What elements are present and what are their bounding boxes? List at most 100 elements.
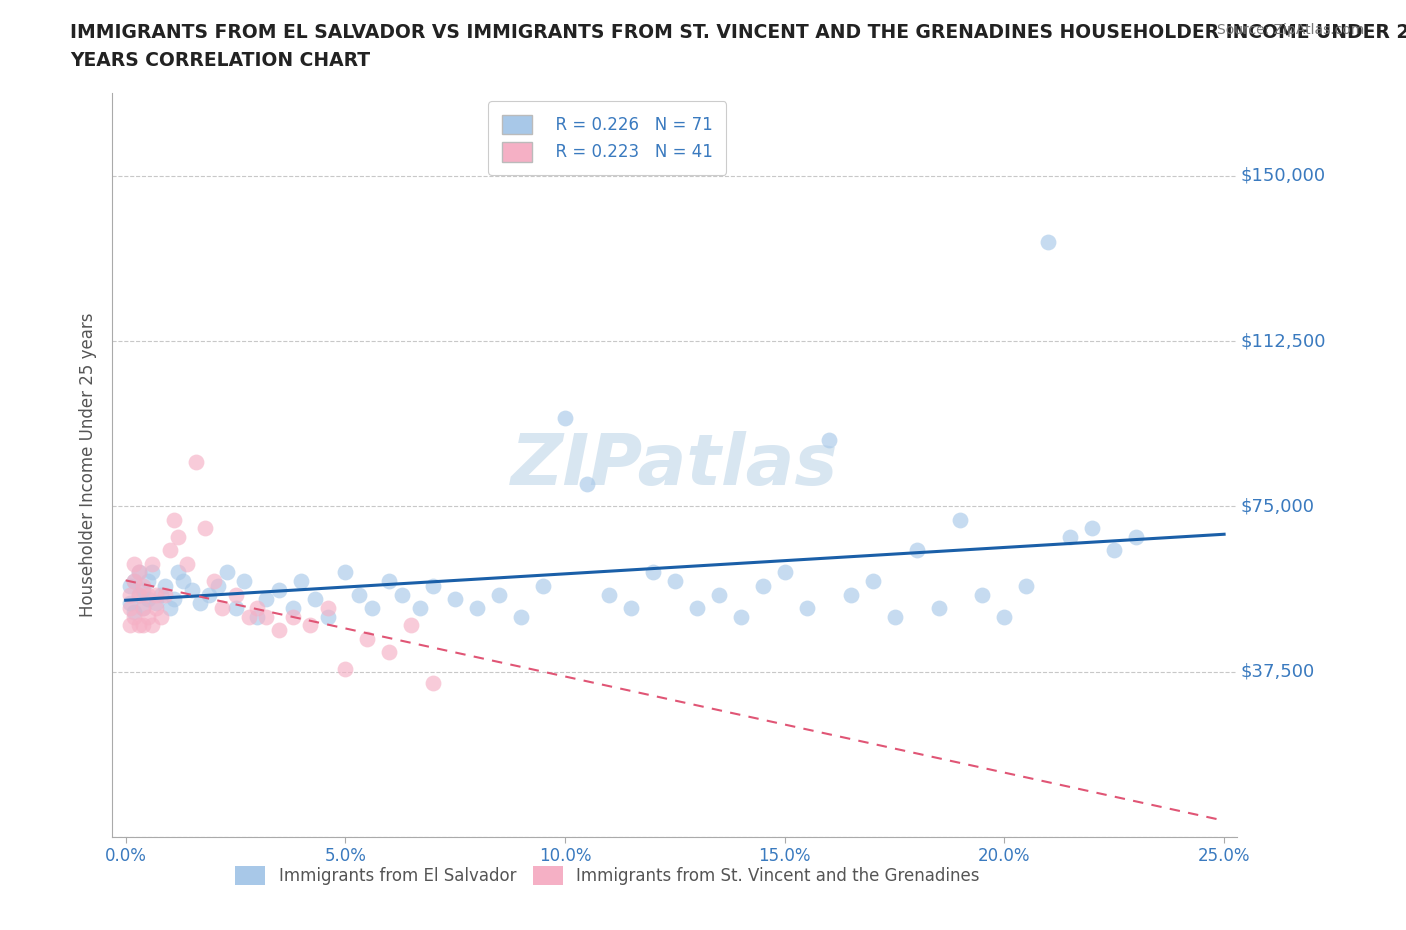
- Point: [641, 565, 664, 580]
- Point: [905, 543, 928, 558]
- Point: [225, 600, 247, 615]
- Point: [124, 574, 146, 589]
- Point: [124, 556, 146, 571]
- Point: [128, 565, 150, 580]
- Point: [153, 587, 177, 602]
- Point: [246, 600, 269, 615]
- Point: [510, 609, 533, 624]
- Point: [120, 600, 141, 615]
- Point: [141, 556, 163, 571]
- Point: [796, 600, 818, 615]
- Point: [422, 578, 444, 593]
- Point: [254, 609, 277, 624]
- Point: [124, 604, 146, 619]
- Point: [928, 600, 950, 615]
- Point: [281, 600, 304, 615]
- Point: [163, 591, 186, 606]
- Point: [401, 618, 423, 632]
- Point: [281, 609, 304, 624]
- Text: $150,000: $150,000: [1240, 166, 1326, 185]
- Point: [347, 587, 370, 602]
- Point: [576, 477, 599, 492]
- Point: [554, 411, 576, 426]
- Point: [316, 600, 339, 615]
- Point: [233, 574, 256, 589]
- Point: [883, 609, 905, 624]
- Point: [422, 675, 444, 690]
- Point: [141, 565, 163, 580]
- Point: [132, 618, 155, 632]
- Point: [132, 600, 155, 615]
- Point: [335, 565, 357, 580]
- Point: [120, 587, 141, 602]
- Point: [149, 587, 172, 602]
- Point: [1104, 543, 1126, 558]
- Point: [163, 512, 186, 527]
- Legend: Immigrants from El Salvador, Immigrants from St. Vincent and the Grenadines: Immigrants from El Salvador, Immigrants …: [229, 859, 986, 892]
- Point: [862, 574, 884, 589]
- Text: YEARS CORRELATION CHART: YEARS CORRELATION CHART: [70, 51, 370, 70]
- Point: [335, 662, 357, 677]
- Point: [465, 600, 488, 615]
- Point: [378, 574, 401, 589]
- Point: [1015, 578, 1038, 593]
- Point: [153, 578, 177, 593]
- Point: [707, 587, 730, 602]
- Point: [128, 587, 150, 602]
- Point: [172, 574, 194, 589]
- Point: [444, 591, 467, 606]
- Point: [159, 600, 181, 615]
- Point: [730, 609, 752, 624]
- Point: [145, 600, 167, 615]
- Point: [773, 565, 796, 580]
- Point: [972, 587, 994, 602]
- Point: [188, 596, 212, 611]
- Point: [120, 578, 141, 593]
- Point: [356, 631, 378, 646]
- Text: ZIPatlas: ZIPatlas: [512, 431, 838, 499]
- Point: [136, 574, 159, 589]
- Point: [167, 565, 190, 580]
- Point: [360, 600, 382, 615]
- Point: [378, 644, 401, 659]
- Point: [198, 587, 221, 602]
- Point: [409, 600, 432, 615]
- Point: [299, 618, 322, 632]
- Point: [839, 587, 862, 602]
- Point: [184, 455, 207, 470]
- Point: [176, 556, 198, 571]
- Text: $112,500: $112,500: [1240, 332, 1326, 350]
- Point: [167, 530, 190, 545]
- Point: [159, 543, 181, 558]
- Point: [136, 587, 159, 602]
- Point: [145, 596, 167, 611]
- Point: [598, 587, 620, 602]
- Point: [1081, 521, 1104, 536]
- Point: [254, 591, 277, 606]
- Point: [993, 609, 1015, 624]
- Y-axis label: Householder Income Under 25 years: Householder Income Under 25 years: [79, 312, 97, 618]
- Point: [225, 587, 247, 602]
- Point: [194, 521, 217, 536]
- Point: [620, 600, 643, 615]
- Point: [269, 622, 291, 637]
- Text: $37,500: $37,500: [1240, 663, 1315, 681]
- Point: [531, 578, 554, 593]
- Point: [1125, 530, 1147, 545]
- Point: [124, 609, 146, 624]
- Point: [949, 512, 972, 527]
- Point: [132, 578, 155, 593]
- Point: [141, 618, 163, 632]
- Point: [202, 574, 225, 589]
- Point: [246, 609, 269, 624]
- Point: [124, 574, 146, 589]
- Point: [391, 587, 413, 602]
- Point: [136, 609, 159, 624]
- Point: [128, 565, 150, 580]
- Point: [304, 591, 326, 606]
- Point: [817, 432, 839, 447]
- Point: [290, 574, 312, 589]
- Point: [1038, 234, 1060, 249]
- Point: [120, 618, 141, 632]
- Point: [316, 609, 339, 624]
